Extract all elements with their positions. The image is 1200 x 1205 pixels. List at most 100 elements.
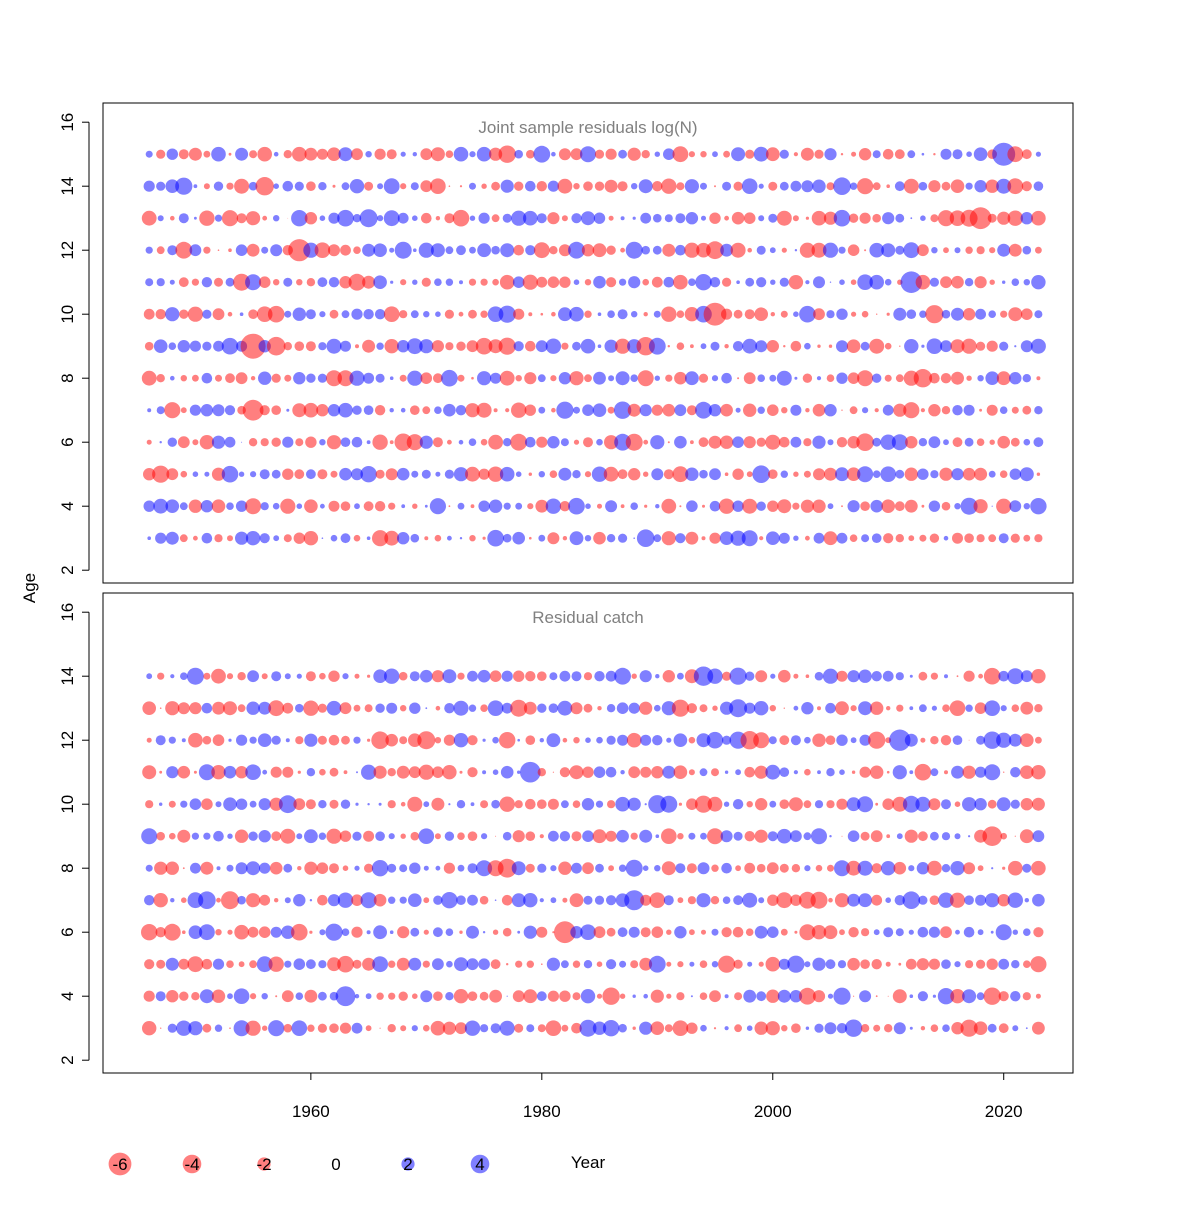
bubble [836, 1022, 848, 1034]
bubble [800, 147, 814, 161]
bubble [384, 339, 399, 354]
bubble [467, 735, 478, 746]
bubble [538, 471, 545, 478]
bubble [811, 242, 827, 258]
bubble [304, 147, 318, 161]
y-axis-label: Age [20, 573, 39, 603]
bubble [193, 184, 198, 189]
bubble [746, 801, 753, 808]
bubble [851, 311, 857, 317]
bubble [1020, 765, 1034, 779]
bubble [640, 766, 652, 778]
bubble [198, 764, 215, 781]
bubble [650, 435, 665, 450]
bubble [284, 960, 292, 968]
bubble [777, 989, 791, 1003]
bubble [913, 369, 933, 388]
bubble [211, 668, 226, 684]
bubble [223, 765, 237, 779]
bubble [894, 895, 905, 906]
bubble [826, 182, 835, 191]
bubble [385, 733, 399, 747]
bubble [410, 182, 419, 191]
bubble [223, 797, 237, 811]
bubble [991, 505, 993, 507]
bubble [871, 894, 883, 906]
bubble [410, 533, 420, 543]
bubble [387, 863, 397, 873]
bubble [605, 148, 617, 160]
bubble [513, 341, 524, 352]
bubble [906, 309, 917, 320]
bubble [249, 800, 257, 808]
bubble [673, 274, 688, 290]
bubble [430, 147, 445, 162]
bubble [1010, 799, 1020, 809]
bubble [545, 1020, 562, 1036]
bubble [675, 863, 686, 874]
bubble [836, 734, 848, 746]
bubble [1003, 771, 1005, 773]
bubble [418, 828, 435, 844]
bubble [1030, 956, 1047, 973]
bubble [918, 895, 928, 905]
bubble [573, 183, 580, 190]
bubble [363, 830, 375, 842]
bubble [349, 179, 365, 194]
bubble [928, 958, 941, 970]
bubble [453, 467, 469, 482]
bubble [941, 959, 951, 969]
bubble [182, 867, 185, 870]
bubble [950, 989, 965, 1004]
bubble [655, 504, 660, 509]
bubble [894, 149, 905, 160]
bubble [895, 928, 904, 937]
bubble [735, 407, 741, 413]
bubble [881, 861, 896, 876]
bubble [874, 408, 879, 413]
bubble [850, 705, 857, 712]
legend-label: -6 [112, 1155, 127, 1174]
bubble [928, 436, 941, 449]
bubble [653, 213, 662, 223]
bubble [560, 438, 569, 447]
bubble [977, 865, 984, 872]
bubble [754, 701, 769, 716]
bubble [224, 405, 236, 416]
bubble [387, 1023, 396, 1033]
bubble [373, 275, 387, 290]
bubble [709, 212, 721, 224]
x-tick-label: 2000 [754, 1102, 792, 1121]
bubble [305, 436, 317, 448]
bubble [213, 181, 224, 191]
bubble [354, 503, 360, 510]
bubble [166, 148, 178, 160]
bubble [860, 341, 870, 351]
bubble [975, 894, 987, 906]
bubble [317, 373, 327, 383]
bubble [306, 469, 316, 480]
bubble [375, 831, 385, 841]
bubble [937, 210, 955, 227]
bubble [247, 670, 259, 683]
bubble [175, 177, 193, 195]
bubble [297, 866, 302, 871]
bubble [823, 211, 838, 225]
bubble [406, 338, 423, 355]
bubble [699, 992, 708, 1000]
bubble [457, 864, 465, 872]
bubble [374, 148, 386, 160]
bubble [201, 798, 213, 810]
bubble [503, 438, 512, 447]
bubble [318, 991, 327, 1001]
bubble [330, 534, 338, 542]
bubble [388, 992, 396, 1000]
bubble [606, 277, 617, 288]
bubble [616, 702, 629, 714]
bubble [1030, 338, 1046, 354]
bubble [558, 307, 572, 322]
bubble [499, 370, 515, 386]
bubble [674, 435, 687, 449]
bubble [776, 210, 792, 226]
